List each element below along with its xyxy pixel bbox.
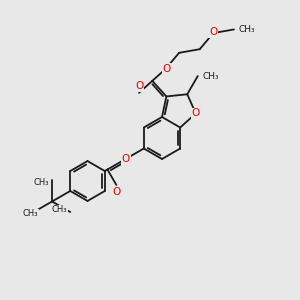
Text: O: O: [135, 81, 143, 91]
Text: O: O: [192, 108, 200, 118]
Text: O: O: [112, 187, 121, 197]
Text: CH₃: CH₃: [203, 72, 219, 81]
Text: CH₃: CH₃: [34, 178, 49, 187]
Text: CH₃: CH₃: [23, 209, 38, 218]
Text: O: O: [122, 154, 130, 164]
Text: O: O: [163, 64, 171, 74]
Text: O: O: [209, 27, 218, 37]
Text: CH₃: CH₃: [52, 206, 67, 214]
Text: CH₃: CH₃: [239, 25, 256, 34]
